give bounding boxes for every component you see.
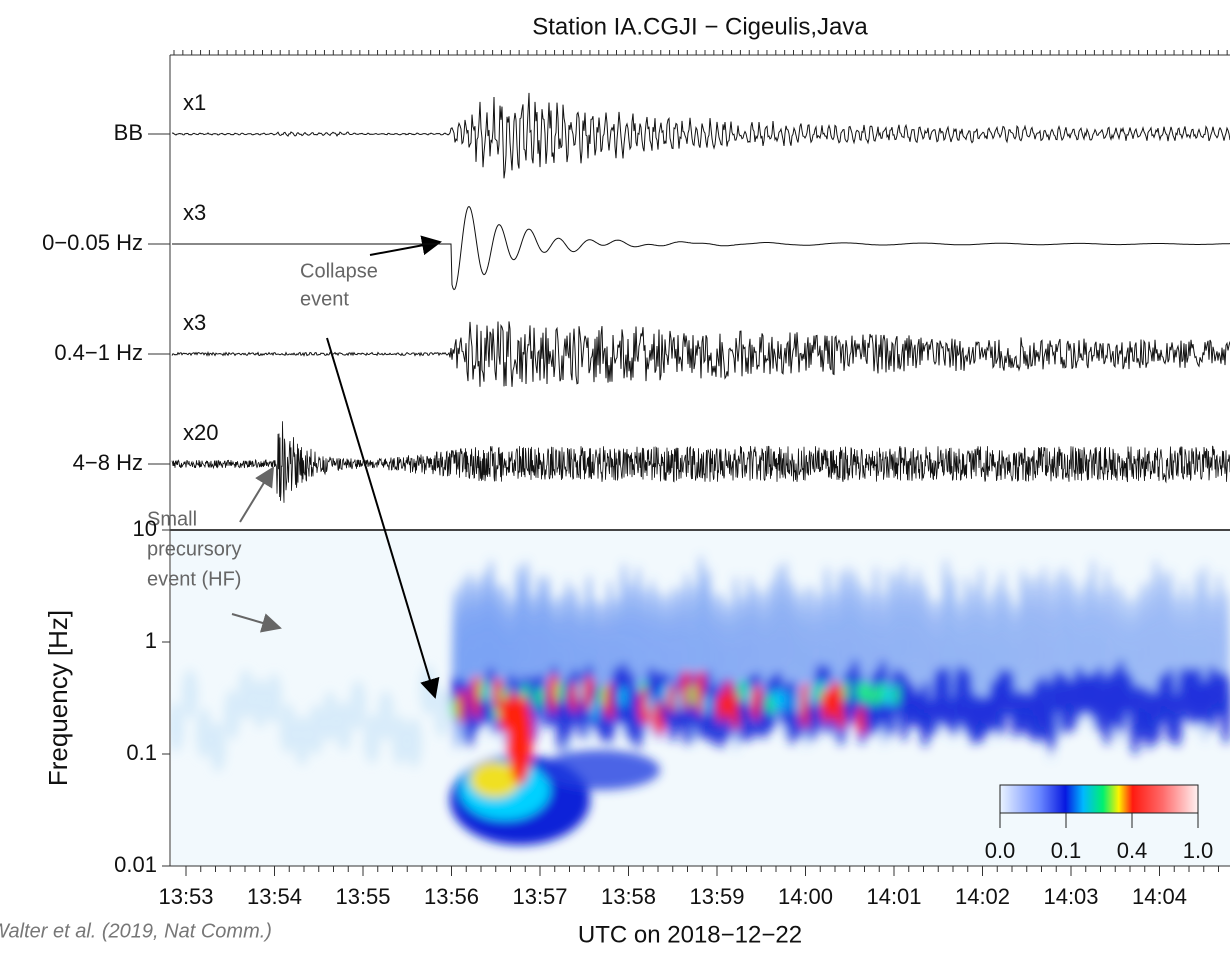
colorbar-tick-label: 1.0 [1183, 838, 1214, 863]
spectrogram-blobs [171, 554, 1230, 845]
y-tick-label: 0.01 [114, 852, 157, 877]
blob [252, 678, 268, 729]
x-tick-label: 13:54 [247, 884, 302, 909]
blob [350, 680, 366, 731]
blob [308, 704, 324, 755]
arrow [239, 466, 275, 523]
blob [171, 701, 184, 752]
blob [470, 762, 520, 798]
blob [1220, 672, 1230, 745]
colorbar [999, 784, 1199, 814]
blob [540, 750, 660, 790]
colorbar-tick-label: 0.4 [1117, 838, 1148, 863]
blob [1019, 567, 1027, 718]
x-tick-label: 14:02 [955, 884, 1010, 909]
y-axis-label: Frequency [Hz] [43, 610, 73, 786]
trace-label: BB [114, 120, 143, 145]
blob [322, 691, 338, 742]
x-tick-label: 13:53 [158, 884, 213, 909]
x-tick-label: 14:01 [866, 884, 921, 909]
blob [364, 713, 380, 764]
arrow [231, 613, 282, 633]
blob [795, 591, 803, 726]
x-tick-label: 13:57 [512, 884, 567, 909]
colorbar-tick-label: 0.1 [1051, 838, 1082, 863]
x-axis-label: UTC on 2018−12−22 [578, 921, 802, 948]
blob [224, 689, 240, 740]
annotation: event (HF) [147, 568, 241, 590]
x-tick-label: 13:56 [424, 884, 479, 909]
blob [452, 587, 460, 750]
colorbar-tick-label: 0.0 [985, 838, 1016, 863]
annotation: Collapse [300, 260, 378, 282]
blob [1026, 575, 1034, 717]
blob [336, 700, 352, 751]
blob [182, 669, 198, 720]
blob [977, 566, 985, 732]
blob [196, 708, 212, 759]
spectrogram [171, 531, 1230, 866]
blob [914, 567, 922, 717]
citation: Walter et al. (2019, Nat Comm.) [0, 920, 272, 942]
trace-label: 0.4−1 Hz [54, 340, 143, 365]
gain-label: x3 [183, 200, 206, 225]
y-tick-label: 1 [145, 628, 157, 653]
blob [508, 695, 532, 785]
waveform [171, 321, 1230, 387]
blob [266, 673, 282, 724]
chart-title: Station IA.CGJI − Cigeulis,Java [532, 13, 868, 40]
y-tick-label: 10 [133, 516, 157, 541]
annotation: precursory [147, 538, 241, 560]
blob [907, 578, 915, 710]
annotation: event [300, 288, 349, 310]
blob [1068, 576, 1076, 709]
blob [1138, 582, 1146, 713]
blob [378, 690, 394, 741]
blob [392, 715, 408, 766]
waveform [172, 205, 1230, 291]
blob [406, 717, 422, 768]
x-tick-label: 14:03 [1043, 884, 1098, 909]
blob [434, 687, 450, 738]
x-tick-label: 13:59 [689, 884, 744, 909]
x-tick-label: 14:04 [1132, 884, 1187, 909]
blob [294, 715, 310, 766]
blob [788, 579, 796, 710]
gain-label: x1 [183, 90, 206, 115]
blob [210, 721, 226, 772]
blob [238, 669, 254, 720]
trace-label: 0−0.05 Hz [42, 230, 143, 255]
y-tick-label: 0.1 [126, 740, 157, 765]
x-tick-label: 13:58 [601, 884, 656, 909]
blob [280, 703, 296, 754]
gain-label: x20 [183, 420, 218, 445]
annotation: Small [147, 508, 197, 530]
trace-label: 4−8 Hz [73, 450, 143, 475]
gain-label: x3 [183, 310, 206, 335]
arrow [326, 337, 440, 699]
x-tick-label: 14:00 [778, 884, 833, 909]
waveform [171, 421, 1230, 503]
x-tick-label: 13:55 [335, 884, 390, 909]
waveform [171, 92, 1230, 179]
